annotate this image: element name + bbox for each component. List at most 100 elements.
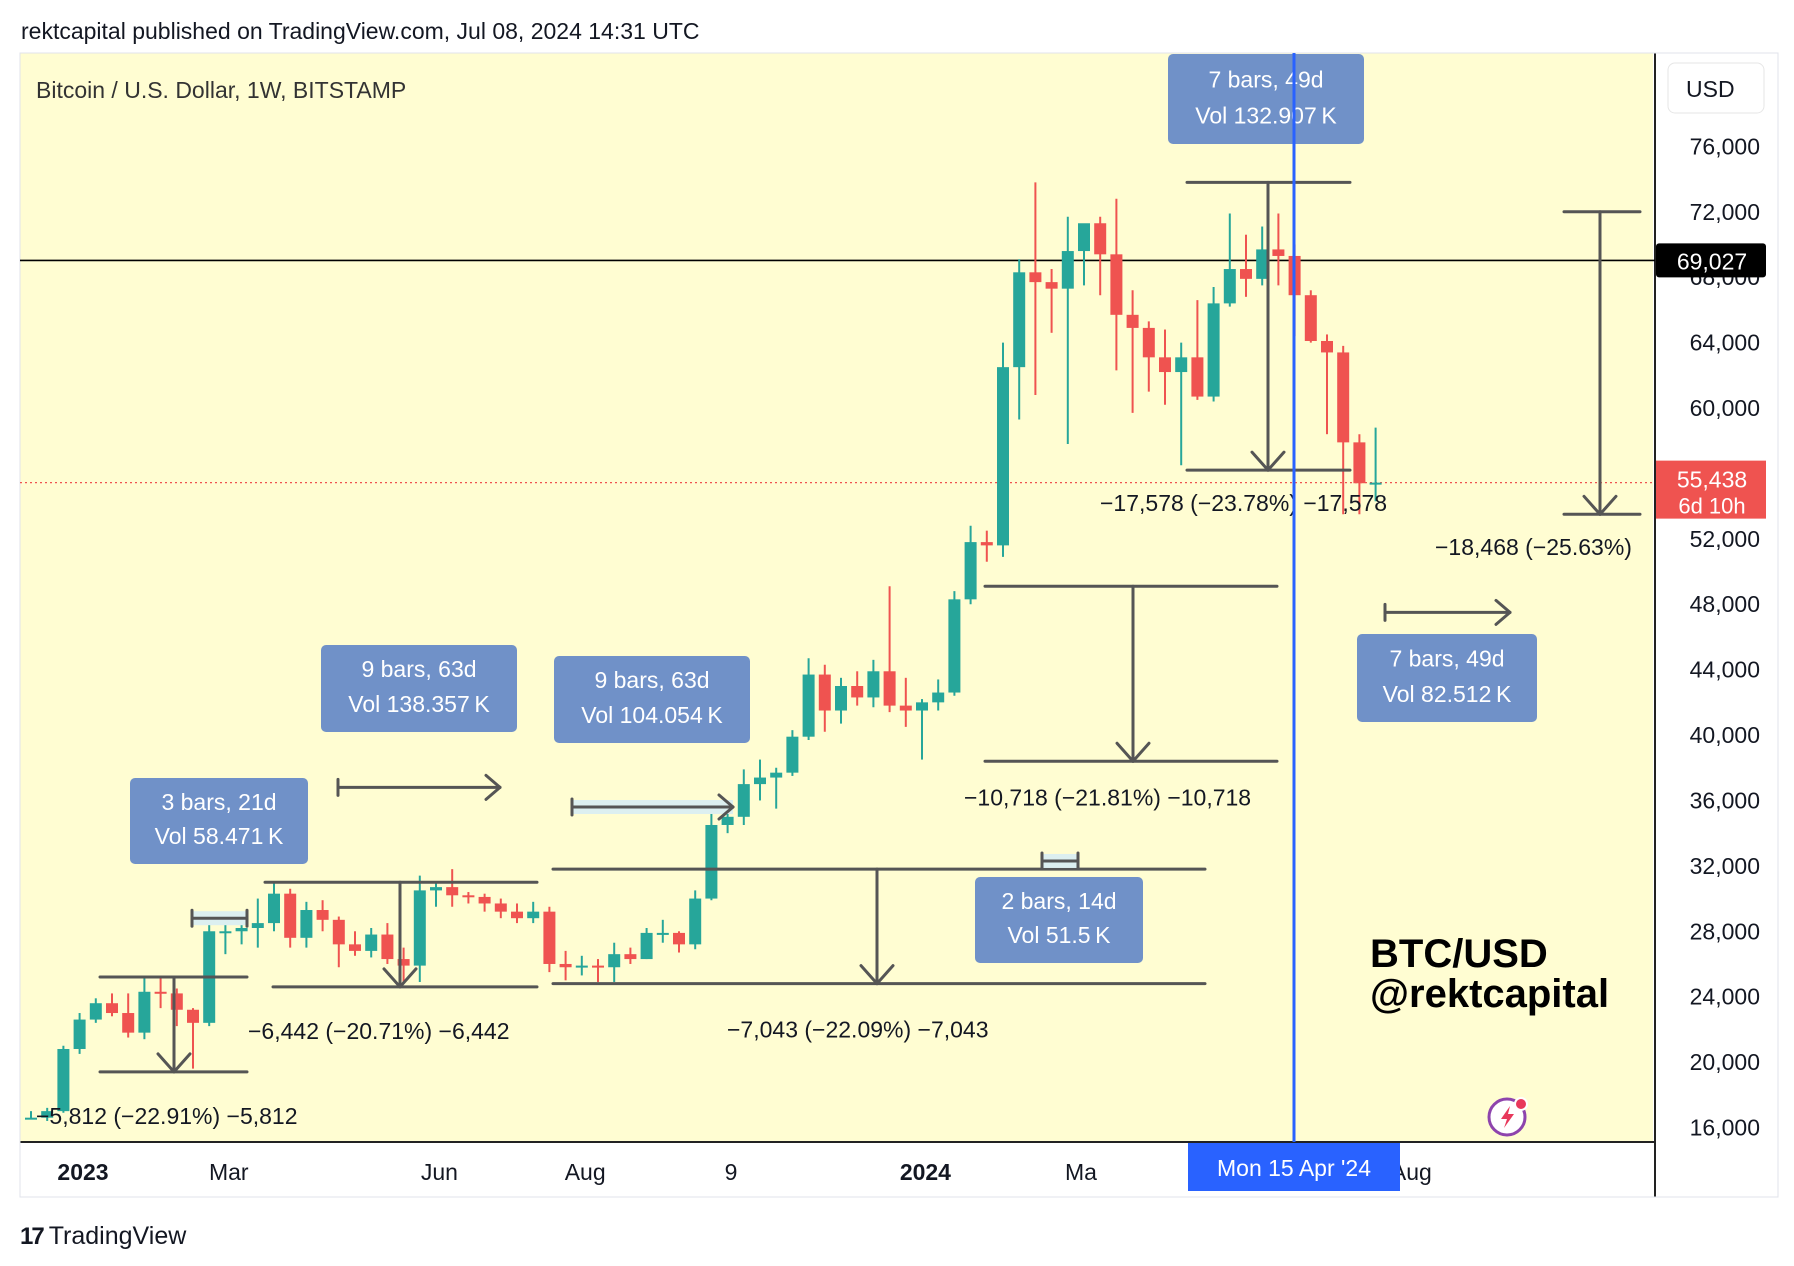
candle[interactable] <box>916 699 928 760</box>
time-range-arrow-head[interactable] <box>484 785 502 801</box>
candle[interactable] <box>187 1008 199 1069</box>
candle[interactable] <box>1321 334 1333 435</box>
candle[interactable] <box>1175 342 1188 466</box>
candle[interactable] <box>1353 434 1366 515</box>
lightning-icon[interactable] <box>1487 1097 1528 1137</box>
candle[interactable] <box>835 677 847 724</box>
time-range-arrow-head[interactable] <box>717 805 735 821</box>
candle[interactable] <box>883 586 896 713</box>
candle[interactable] <box>446 869 459 907</box>
time-range-arrow-head[interactable] <box>484 773 502 789</box>
candle[interactable] <box>1045 269 1058 333</box>
candle[interactable] <box>106 993 118 1017</box>
candle[interactable] <box>575 955 588 976</box>
measure-arrow-head[interactable] <box>859 964 879 986</box>
candle[interactable] <box>997 342 1009 557</box>
range-callout[interactable]: 7 bars, 49d Vol 82.512 K <box>1357 634 1537 722</box>
price-chart[interactable]: 76,00072,00068,00064,00060,00056,00052,0… <box>0 0 1794 1200</box>
candle[interactable] <box>1094 216 1107 296</box>
candle[interactable] <box>1369 427 1382 502</box>
candle[interactable] <box>349 931 361 956</box>
candle[interactable] <box>332 916 345 968</box>
candle[interactable] <box>1126 290 1139 413</box>
candle[interactable] <box>251 898 264 948</box>
range-callout[interactable]: 3 bars, 21d Vol 58.471 K <box>130 778 308 864</box>
candle[interactable] <box>1142 321 1155 392</box>
candle[interactable] <box>899 677 912 727</box>
candle[interactable] <box>430 882 442 907</box>
candle[interactable] <box>948 591 961 696</box>
candle[interactable] <box>786 730 799 776</box>
candle[interactable] <box>25 1111 37 1120</box>
measure-arrow-head[interactable] <box>172 1052 192 1074</box>
candle[interactable] <box>41 1107 54 1121</box>
candle[interactable] <box>73 1013 86 1054</box>
measure-arrow-head[interactable] <box>1250 450 1270 472</box>
candle[interactable] <box>1078 223 1090 286</box>
candle[interactable] <box>754 759 766 801</box>
range-callout[interactable]: 7 bars, 49d Vol 132.907 K <box>1168 54 1364 144</box>
candle[interactable] <box>316 900 329 932</box>
candle[interactable] <box>656 919 669 943</box>
measure-arrow-head[interactable] <box>1131 741 1151 763</box>
range-callout[interactable]: 2 bars, 14d Vol 51.5 K <box>975 877 1143 963</box>
candle[interactable] <box>365 928 378 958</box>
currency-button[interactable]: USD <box>1667 62 1765 114</box>
candle[interactable] <box>1240 234 1252 297</box>
candle[interactable] <box>1304 290 1317 343</box>
time-range-arrow-head[interactable] <box>1494 610 1512 626</box>
candle[interactable] <box>462 892 475 904</box>
range-callout[interactable]: 9 bars, 63d Vol 104.054 K <box>554 656 750 743</box>
candle[interactable] <box>770 767 783 809</box>
candle[interactable] <box>1159 329 1171 405</box>
candle[interactable] <box>1272 213 1285 286</box>
candle[interactable] <box>413 875 426 982</box>
measure-arrow-head[interactable] <box>1598 494 1618 516</box>
time-range-arrow-head[interactable] <box>717 793 735 809</box>
candle[interactable] <box>494 898 507 919</box>
candle[interactable] <box>608 942 621 982</box>
candle[interactable] <box>624 947 637 964</box>
candle[interactable] <box>1029 182 1042 395</box>
measure-arrow-head[interactable] <box>875 964 895 986</box>
candle[interactable] <box>867 659 880 708</box>
measure-arrow-head[interactable] <box>398 967 418 989</box>
candle[interactable] <box>818 664 831 732</box>
candle[interactable] <box>89 998 102 1023</box>
candle[interactable] <box>203 923 216 1027</box>
candle[interactable] <box>802 658 815 740</box>
candle[interactable] <box>300 901 313 948</box>
candle[interactable] <box>1223 213 1236 307</box>
candle[interactable] <box>381 923 394 964</box>
candle[interactable] <box>592 959 604 982</box>
candle[interactable] <box>1337 345 1350 515</box>
candle[interactable] <box>478 893 491 912</box>
candle[interactable] <box>527 901 540 924</box>
measure-arrow-head[interactable] <box>1115 741 1135 763</box>
candle[interactable] <box>1013 259 1026 420</box>
candle[interactable] <box>122 993 135 1038</box>
candle[interactable] <box>737 769 750 825</box>
candle[interactable] <box>640 928 653 960</box>
range-callout[interactable]: 9 bars, 63d Vol 138.357 K <box>321 645 517 732</box>
candle[interactable] <box>1110 198 1123 371</box>
candle[interactable] <box>57 1045 70 1113</box>
candle[interactable] <box>284 888 297 948</box>
candle[interactable] <box>851 671 864 706</box>
candle[interactable] <box>1207 287 1220 402</box>
candle[interactable] <box>1256 226 1269 286</box>
candle[interactable] <box>1061 216 1074 444</box>
candle[interactable] <box>689 890 702 950</box>
measure-arrow-head[interactable] <box>156 1052 176 1074</box>
candle[interactable] <box>138 977 151 1040</box>
candle[interactable] <box>397 947 410 984</box>
measure-arrow-head[interactable] <box>1582 494 1602 516</box>
candle[interactable] <box>559 950 572 981</box>
candle[interactable] <box>268 882 280 932</box>
candle[interactable] <box>511 903 523 924</box>
candle[interactable] <box>1191 300 1204 400</box>
candle[interactable] <box>705 813 718 901</box>
candle[interactable] <box>154 977 167 1009</box>
candle[interactable] <box>964 525 977 605</box>
candle[interactable] <box>543 906 556 973</box>
